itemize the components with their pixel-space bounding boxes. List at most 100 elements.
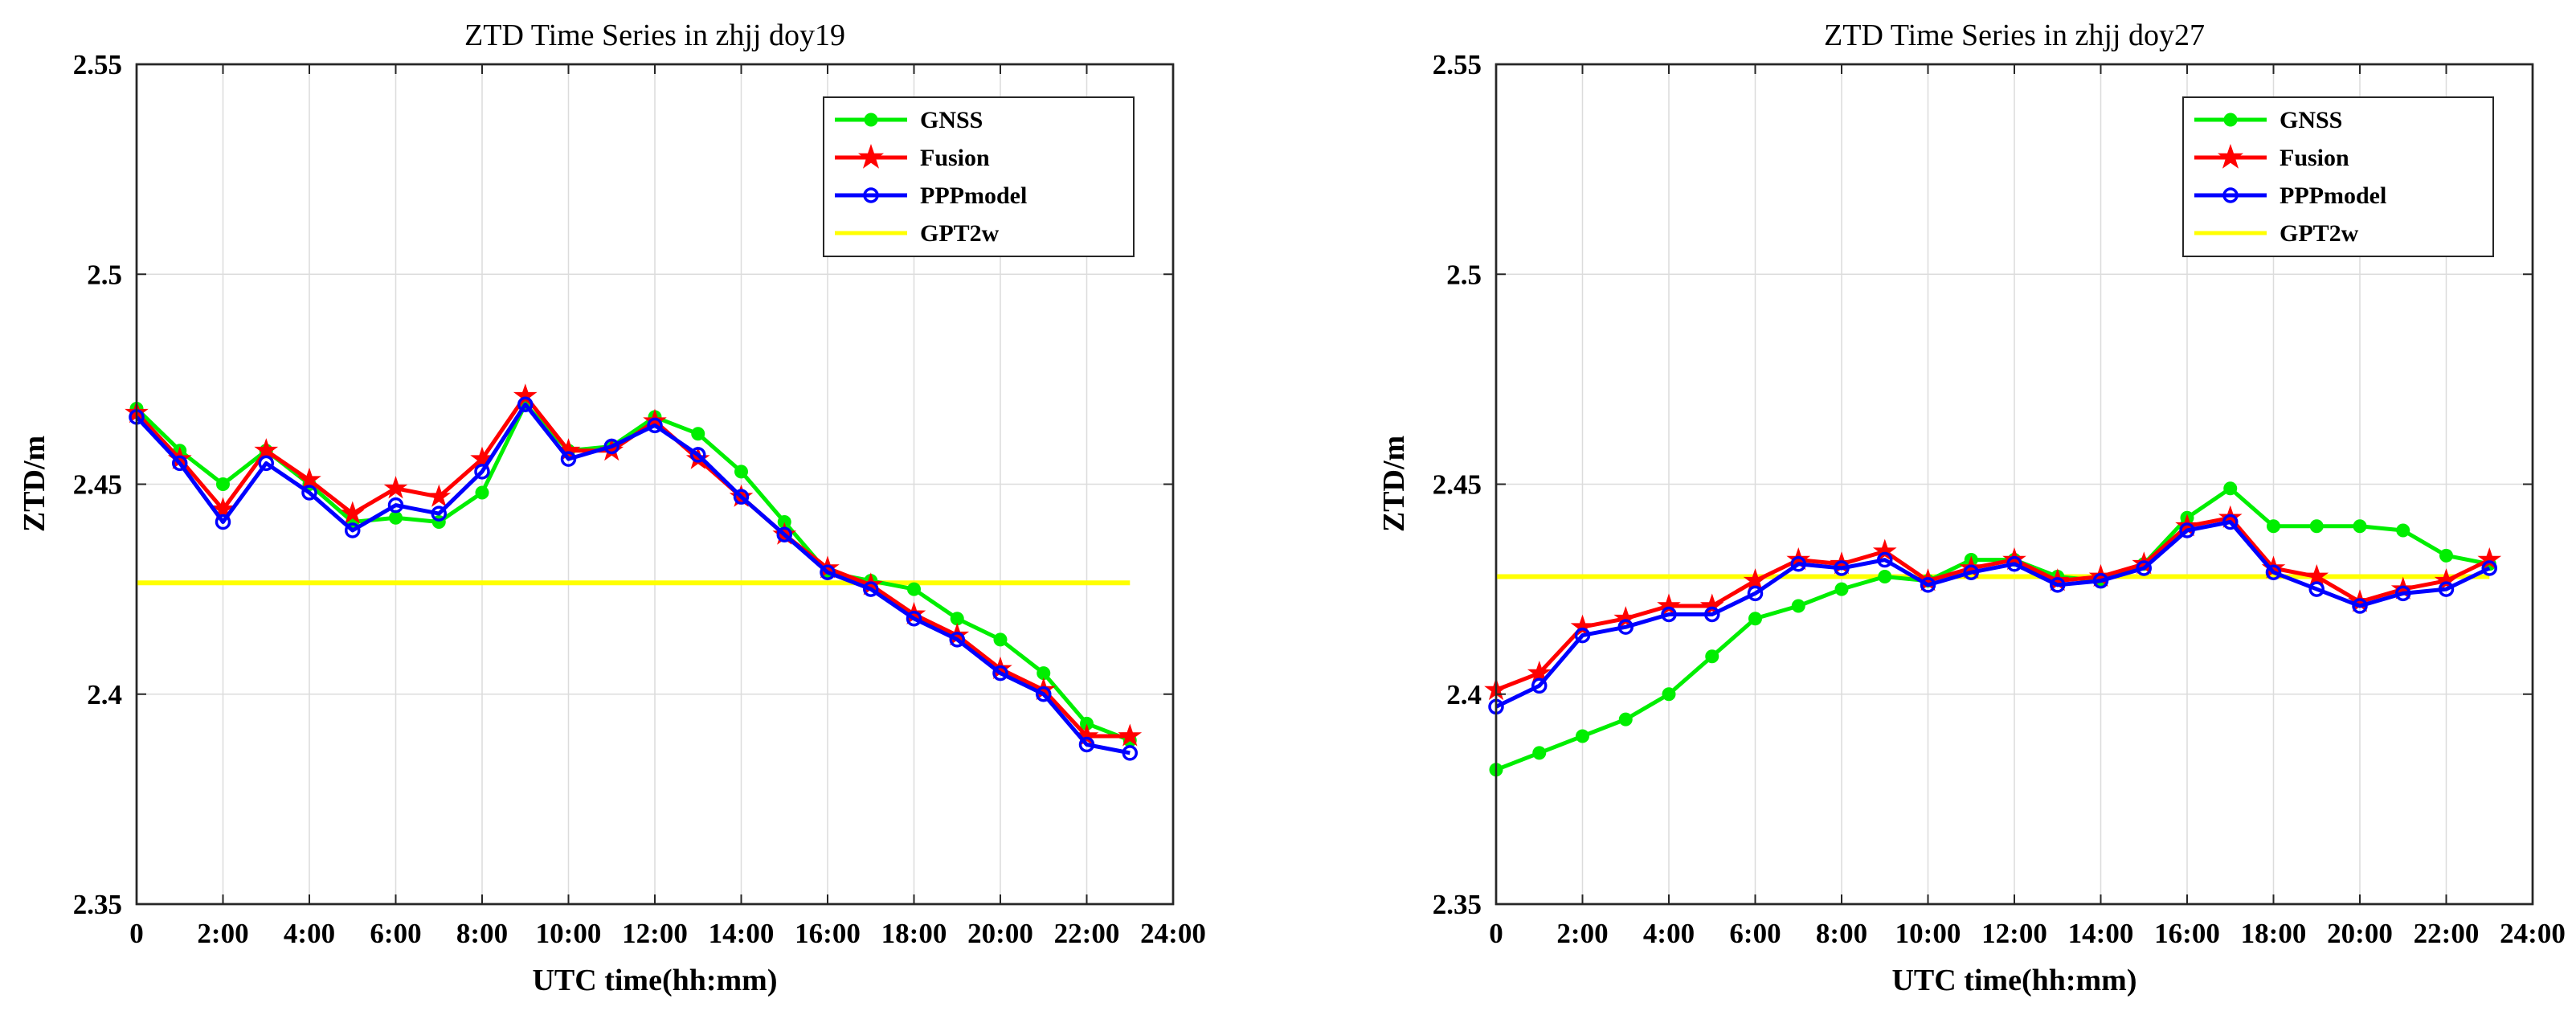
- data-point-gnss: [2267, 519, 2280, 534]
- data-point-pppmodel: [1963, 564, 1979, 580]
- legend-item-gpt2w: GPT2w: [835, 220, 1000, 247]
- data-point-pppmodel: [2352, 598, 2368, 614]
- data-point-gnss: [1791, 599, 1805, 613]
- data-point-pppmodel: [2092, 572, 2109, 589]
- y-tick-label: 2.5: [1446, 259, 1482, 290]
- x-tick-label: 2:00: [1556, 918, 1608, 949]
- data-point-fusion: [1527, 661, 1552, 684]
- data-point-pppmodel: [1617, 619, 1634, 635]
- data-point-gnss: [1618, 712, 1633, 727]
- y-tick-label: 2.35: [1433, 889, 1482, 920]
- x-tick-label: 14:00: [2068, 918, 2134, 949]
- data-point-pppmodel: [2179, 522, 2195, 538]
- series-line-gnss: [1495, 486, 2490, 772]
- data-point-fusion: [427, 484, 452, 507]
- data-point-pppmodel: [301, 485, 317, 501]
- data-point-fusion: [297, 467, 321, 490]
- data-point-pppmodel: [1920, 577, 1936, 593]
- data-point-fusion: [1118, 723, 1143, 747]
- x-tick-label: 6:00: [1729, 918, 1781, 949]
- plot-frame: [135, 63, 1175, 906]
- data-point-pppmodel: [2050, 577, 2066, 593]
- x-tick-label: 0: [1489, 918, 1503, 949]
- x-tick-label: 16:00: [2154, 918, 2220, 949]
- data-point-pppmodel: [2006, 556, 2022, 572]
- series-pppmodel: [1488, 514, 2497, 715]
- data-point-fusion: [211, 497, 235, 520]
- x-tick-label: 4:00: [1643, 918, 1695, 949]
- data-point-pppmodel: [2136, 560, 2152, 576]
- data-point-pppmodel: [2222, 514, 2239, 530]
- data-point-gnss: [1576, 729, 1589, 743]
- data-point-pppmodel: [820, 564, 836, 580]
- x-tick-label: 12:00: [622, 918, 688, 949]
- legend: GNSS Fusion PPPmodel GPT2w: [823, 96, 1135, 257]
- data-point-pppmodel: [906, 610, 922, 627]
- data-point-fusion: [1699, 593, 1724, 616]
- x-tick-label: 2:00: [197, 918, 248, 949]
- legend-marker: [864, 113, 878, 127]
- data-point-gnss: [1834, 582, 1849, 596]
- legend-item-fusion: Fusion: [2194, 144, 2349, 171]
- data-point-pppmodel: [2481, 560, 2497, 576]
- data-point-fusion: [254, 438, 279, 461]
- legend-item-gnss: GNSS: [2194, 107, 2342, 133]
- legend-item-pppmodel: PPPmodel: [835, 182, 1027, 209]
- data-point-pppmodel: [474, 464, 490, 480]
- legend-item-gnss: GNSS: [835, 107, 983, 133]
- data-point-pppmodel: [603, 438, 619, 455]
- data-point-pppmodel: [345, 522, 361, 538]
- data-point-gnss: [1878, 569, 1892, 583]
- data-point-pppmodel: [1747, 585, 1764, 602]
- series-group: [125, 383, 1143, 761]
- data-point-gnss: [2223, 481, 2238, 496]
- data-point-pppmodel: [172, 455, 188, 472]
- data-point-pppmodel: [2308, 581, 2325, 597]
- data-point-fusion: [1570, 614, 1595, 637]
- data-point-gnss: [1748, 612, 1762, 626]
- legend-label: GNSS: [920, 107, 983, 133]
- data-point-fusion: [383, 476, 408, 499]
- x-tick-label: 8:00: [456, 918, 508, 949]
- data-point-pppmodel: [776, 526, 792, 542]
- x-tick-label: 24:00: [1140, 918, 1206, 949]
- x-tick-label: 22:00: [2414, 918, 2480, 949]
- data-point-fusion: [1657, 593, 1681, 616]
- legend-item-gpt2w: GPT2w: [2194, 220, 2359, 247]
- data-point-pppmodel: [690, 447, 706, 463]
- x-tick-label: 14:00: [709, 918, 775, 949]
- data-point-pppmodel: [2438, 581, 2455, 597]
- y-axis-label: ZTD/m: [1377, 436, 1411, 532]
- data-point-pppmodel: [1790, 556, 1806, 572]
- x-tick-label: 18:00: [881, 918, 947, 949]
- data-point-pppmodel: [2395, 585, 2411, 602]
- y-tick-label: 2.45: [73, 469, 122, 501]
- x-axis-label: UTC time(hh:mm): [532, 964, 777, 997]
- series-pppmodel: [129, 396, 1138, 761]
- legend-marker: [863, 187, 879, 203]
- legend: GNSS Fusion PPPmodel GPT2w: [2182, 96, 2494, 257]
- data-point-gnss: [734, 465, 748, 479]
- data-point-gnss: [1662, 687, 1676, 702]
- data-point-pppmodel: [992, 665, 1008, 682]
- data-point-pppmodel: [1036, 686, 1052, 702]
- data-point-pppmodel: [733, 489, 750, 505]
- legend-label: GPT2w: [920, 220, 1000, 247]
- data-point-fusion: [1872, 538, 1897, 562]
- data-point-fusion: [1613, 606, 1638, 629]
- data-point-pppmodel: [949, 632, 965, 648]
- data-point-fusion: [1743, 568, 1768, 591]
- x-tick-label: 20:00: [2327, 918, 2393, 949]
- data-point-pppmodel: [1661, 606, 1677, 623]
- data-point-pppmodel: [647, 417, 663, 434]
- legend-label: PPPmodel: [920, 182, 1027, 209]
- x-tick-label: 10:00: [536, 918, 602, 949]
- data-point-pppmodel: [1078, 736, 1095, 753]
- legend-label: GPT2w: [2280, 220, 2359, 247]
- x-tick-label: 4:00: [284, 918, 335, 949]
- data-point-pppmodel: [1574, 627, 1591, 644]
- data-point-gnss: [1705, 649, 1719, 664]
- x-tick-label: 20:00: [967, 918, 1033, 949]
- data-point-fusion: [685, 446, 710, 469]
